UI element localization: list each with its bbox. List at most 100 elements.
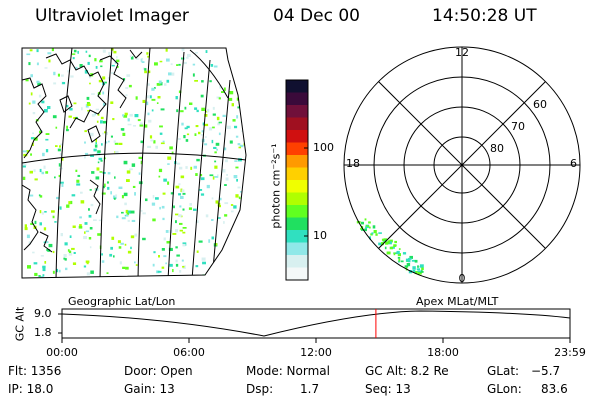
status-door: Door: Open xyxy=(124,364,193,378)
map-dot xyxy=(147,145,152,148)
map-dot xyxy=(160,108,165,111)
map-dot xyxy=(110,101,114,104)
map-dot xyxy=(241,100,245,103)
map-dot xyxy=(245,186,246,190)
map-dot xyxy=(215,243,218,246)
map-dot xyxy=(198,131,201,135)
map-dot xyxy=(142,237,146,241)
map-dot xyxy=(123,80,126,83)
map-dot xyxy=(238,158,242,162)
map-dot xyxy=(229,247,232,250)
map-dot xyxy=(205,275,210,278)
map-dot xyxy=(159,60,163,63)
map-dot xyxy=(218,97,221,100)
map-dot xyxy=(39,130,42,134)
map-dot xyxy=(130,210,135,214)
map-dot xyxy=(219,85,222,89)
map-dot xyxy=(68,115,72,118)
map-dot xyxy=(230,204,234,206)
map-dot xyxy=(104,81,107,84)
map-dot xyxy=(243,83,246,87)
map-dot xyxy=(225,177,229,181)
map-dot xyxy=(235,166,239,169)
map-dot xyxy=(225,159,228,163)
map-dot xyxy=(34,220,37,225)
map-dot xyxy=(200,193,205,196)
map-dot xyxy=(242,108,245,112)
map-dot xyxy=(94,144,98,148)
map-dot xyxy=(57,73,60,77)
map-dot xyxy=(194,80,198,82)
map-dot xyxy=(85,50,88,53)
map-dot xyxy=(84,152,89,156)
map-dot xyxy=(233,68,237,71)
map-dot xyxy=(87,110,90,112)
map-dot xyxy=(60,181,64,184)
map-dot xyxy=(53,82,57,85)
map-dot xyxy=(84,222,88,225)
status-mode: Mode: Normal xyxy=(246,364,330,378)
map-dot xyxy=(239,191,242,193)
map-dot xyxy=(126,179,130,182)
status-glat-label: GLat: xyxy=(487,364,520,378)
map-dot xyxy=(95,108,99,111)
map-dot xyxy=(89,227,93,230)
map-dot xyxy=(186,125,190,129)
map-dot xyxy=(156,102,159,104)
map-dot xyxy=(154,87,156,89)
map-dot xyxy=(150,139,154,142)
map-dot xyxy=(224,202,229,205)
map-dot xyxy=(95,141,97,145)
map-dot xyxy=(126,212,130,216)
map-dot xyxy=(163,255,167,258)
map-dot xyxy=(22,176,26,180)
polar-dot xyxy=(408,257,412,260)
map-dot xyxy=(168,247,173,251)
map-dot xyxy=(63,254,67,258)
map-dot xyxy=(239,68,244,72)
colorbar-step xyxy=(286,230,308,243)
polar-dot xyxy=(361,221,364,225)
map-dot xyxy=(144,68,147,71)
map-dot xyxy=(101,253,103,256)
map-dot xyxy=(139,124,144,127)
map-dot xyxy=(124,202,127,206)
map-dot xyxy=(131,163,136,167)
map-dot xyxy=(194,52,198,54)
map-dot xyxy=(24,227,28,231)
map-dot xyxy=(243,196,246,200)
map-dot xyxy=(202,122,205,126)
map-dot xyxy=(130,246,132,250)
map-emission-dots xyxy=(22,48,246,278)
map-dot xyxy=(176,254,180,257)
map-dot xyxy=(118,186,123,189)
map-dot xyxy=(233,48,236,52)
map-dot xyxy=(233,175,238,179)
instrument-title: Ultraviolet Imager xyxy=(35,6,189,26)
map-dot xyxy=(221,91,225,93)
map-dot xyxy=(93,148,97,152)
map-dot xyxy=(205,50,208,53)
map-dot xyxy=(147,70,151,74)
map-dot xyxy=(63,257,66,260)
map-dot xyxy=(175,220,177,224)
map-dot xyxy=(200,94,204,98)
map-dot xyxy=(217,174,219,177)
lat-label-80: 80 xyxy=(490,142,504,155)
map-dot xyxy=(171,72,175,76)
colorbar-step xyxy=(286,142,308,156)
map-dot xyxy=(240,243,244,247)
map-dot xyxy=(146,95,150,99)
map-dot xyxy=(211,219,214,221)
header-time: 14:50:28 UT xyxy=(432,6,537,26)
map-dot xyxy=(115,150,119,154)
map-dot xyxy=(127,210,131,214)
map-dot xyxy=(157,96,161,99)
map-dot xyxy=(176,109,179,113)
map-dot xyxy=(44,261,47,264)
map-dot xyxy=(33,262,38,265)
map-dot xyxy=(181,57,183,60)
polar-dot xyxy=(406,263,411,267)
map-dot xyxy=(42,274,45,277)
map-dot xyxy=(210,64,214,67)
